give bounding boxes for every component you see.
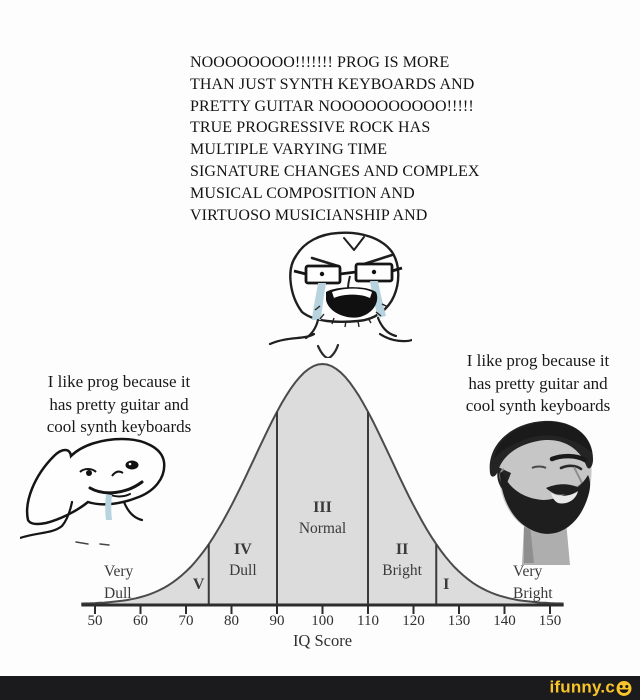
crying-soyjak-wojak bbox=[268, 231, 412, 358]
ifunny-watermark-text: ifunny.c bbox=[549, 677, 615, 697]
gigachad-left-eye bbox=[531, 465, 547, 469]
region-numeral-II: II bbox=[396, 541, 408, 558]
brainlet-wojak bbox=[20, 437, 166, 546]
x-tick-label-90: 90 bbox=[270, 613, 285, 629]
region-numeral-I: I bbox=[443, 576, 449, 593]
gigachad-neck-shadow bbox=[524, 525, 534, 563]
smiley-face-icon bbox=[616, 681, 632, 696]
gigachad-hair-top bbox=[494, 421, 592, 459]
brainlet-head-outline bbox=[25, 437, 166, 526]
brainlet-left-pupil bbox=[86, 470, 92, 476]
region-label-III: Normal bbox=[299, 520, 346, 537]
gigachad-eye bbox=[559, 464, 583, 471]
soyjak-right-pupil bbox=[371, 269, 377, 275]
region-numeral-IV: IV bbox=[234, 541, 252, 558]
brainlet-chest-dashes bbox=[75, 541, 110, 546]
brainlet-smile bbox=[88, 480, 144, 495]
region-numeral-V: V bbox=[193, 576, 205, 593]
ifunny-watermark-bar: ifunny.c bbox=[0, 676, 640, 700]
region-label-I-line-0: Very bbox=[513, 563, 543, 580]
x-tick-label-50: 50 bbox=[88, 613, 103, 629]
gigachad-mustache bbox=[546, 484, 579, 495]
x-tick-label-100: 100 bbox=[311, 613, 334, 629]
x-tick-label-150: 150 bbox=[539, 613, 562, 629]
brainlet-left-eyelid bbox=[79, 468, 97, 473]
soyjak-left-pupil bbox=[319, 271, 325, 277]
x-tick-label-110: 110 bbox=[357, 613, 379, 629]
x-tick-label-120: 120 bbox=[402, 613, 425, 629]
bell-curve-outline bbox=[81, 362, 564, 605]
x-tick-label-60: 60 bbox=[133, 613, 148, 629]
brainlet-neck-shoulders bbox=[20, 500, 144, 540]
top-rant-text: NOOOOOOOO!!!!!!! PROG IS MORE THAN JUST … bbox=[190, 54, 480, 224]
brainlet-drool bbox=[105, 494, 112, 520]
brainlet-nose bbox=[111, 470, 124, 477]
x-tick-label-130: 130 bbox=[448, 613, 471, 629]
bell-curve-fill bbox=[81, 364, 564, 604]
region-label-IV: Dull bbox=[229, 562, 257, 579]
gigachad-teeth-smile bbox=[551, 491, 578, 504]
region-label-I-line-1: Bright bbox=[513, 585, 553, 602]
soyjak-brow-crease bbox=[343, 236, 365, 251]
soyjak-teeth bbox=[332, 288, 372, 298]
brainlet-right-eye-glint bbox=[128, 462, 132, 466]
region-numeral-III: III bbox=[313, 499, 332, 516]
pointer-chevron-icon bbox=[316, 343, 340, 358]
x-tick-label-70: 70 bbox=[179, 613, 194, 629]
left-caption-text: I like prog because it has pretty guitar… bbox=[46, 372, 192, 436]
x-tick-label-80: 80 bbox=[224, 613, 239, 629]
gigachad-beard bbox=[500, 472, 591, 534]
gigachad-brow bbox=[549, 453, 588, 463]
soyjak-tears bbox=[312, 281, 386, 320]
region-label-II: Bright bbox=[382, 562, 422, 579]
soyjak-stubble bbox=[314, 303, 389, 328]
gigachad-photo bbox=[489, 420, 594, 565]
brainlet-right-eye bbox=[125, 460, 139, 470]
x-axis-title: IQ Score bbox=[293, 631, 352, 650]
soyjak-neck-shoulders bbox=[268, 316, 412, 346]
region-label-V-line-1: Dull bbox=[104, 585, 132, 602]
region-label-V-line-0: Very bbox=[104, 563, 134, 580]
x-tick-label-140: 140 bbox=[493, 613, 516, 629]
right-caption-text: I like prog because it has pretty guitar… bbox=[465, 351, 611, 415]
